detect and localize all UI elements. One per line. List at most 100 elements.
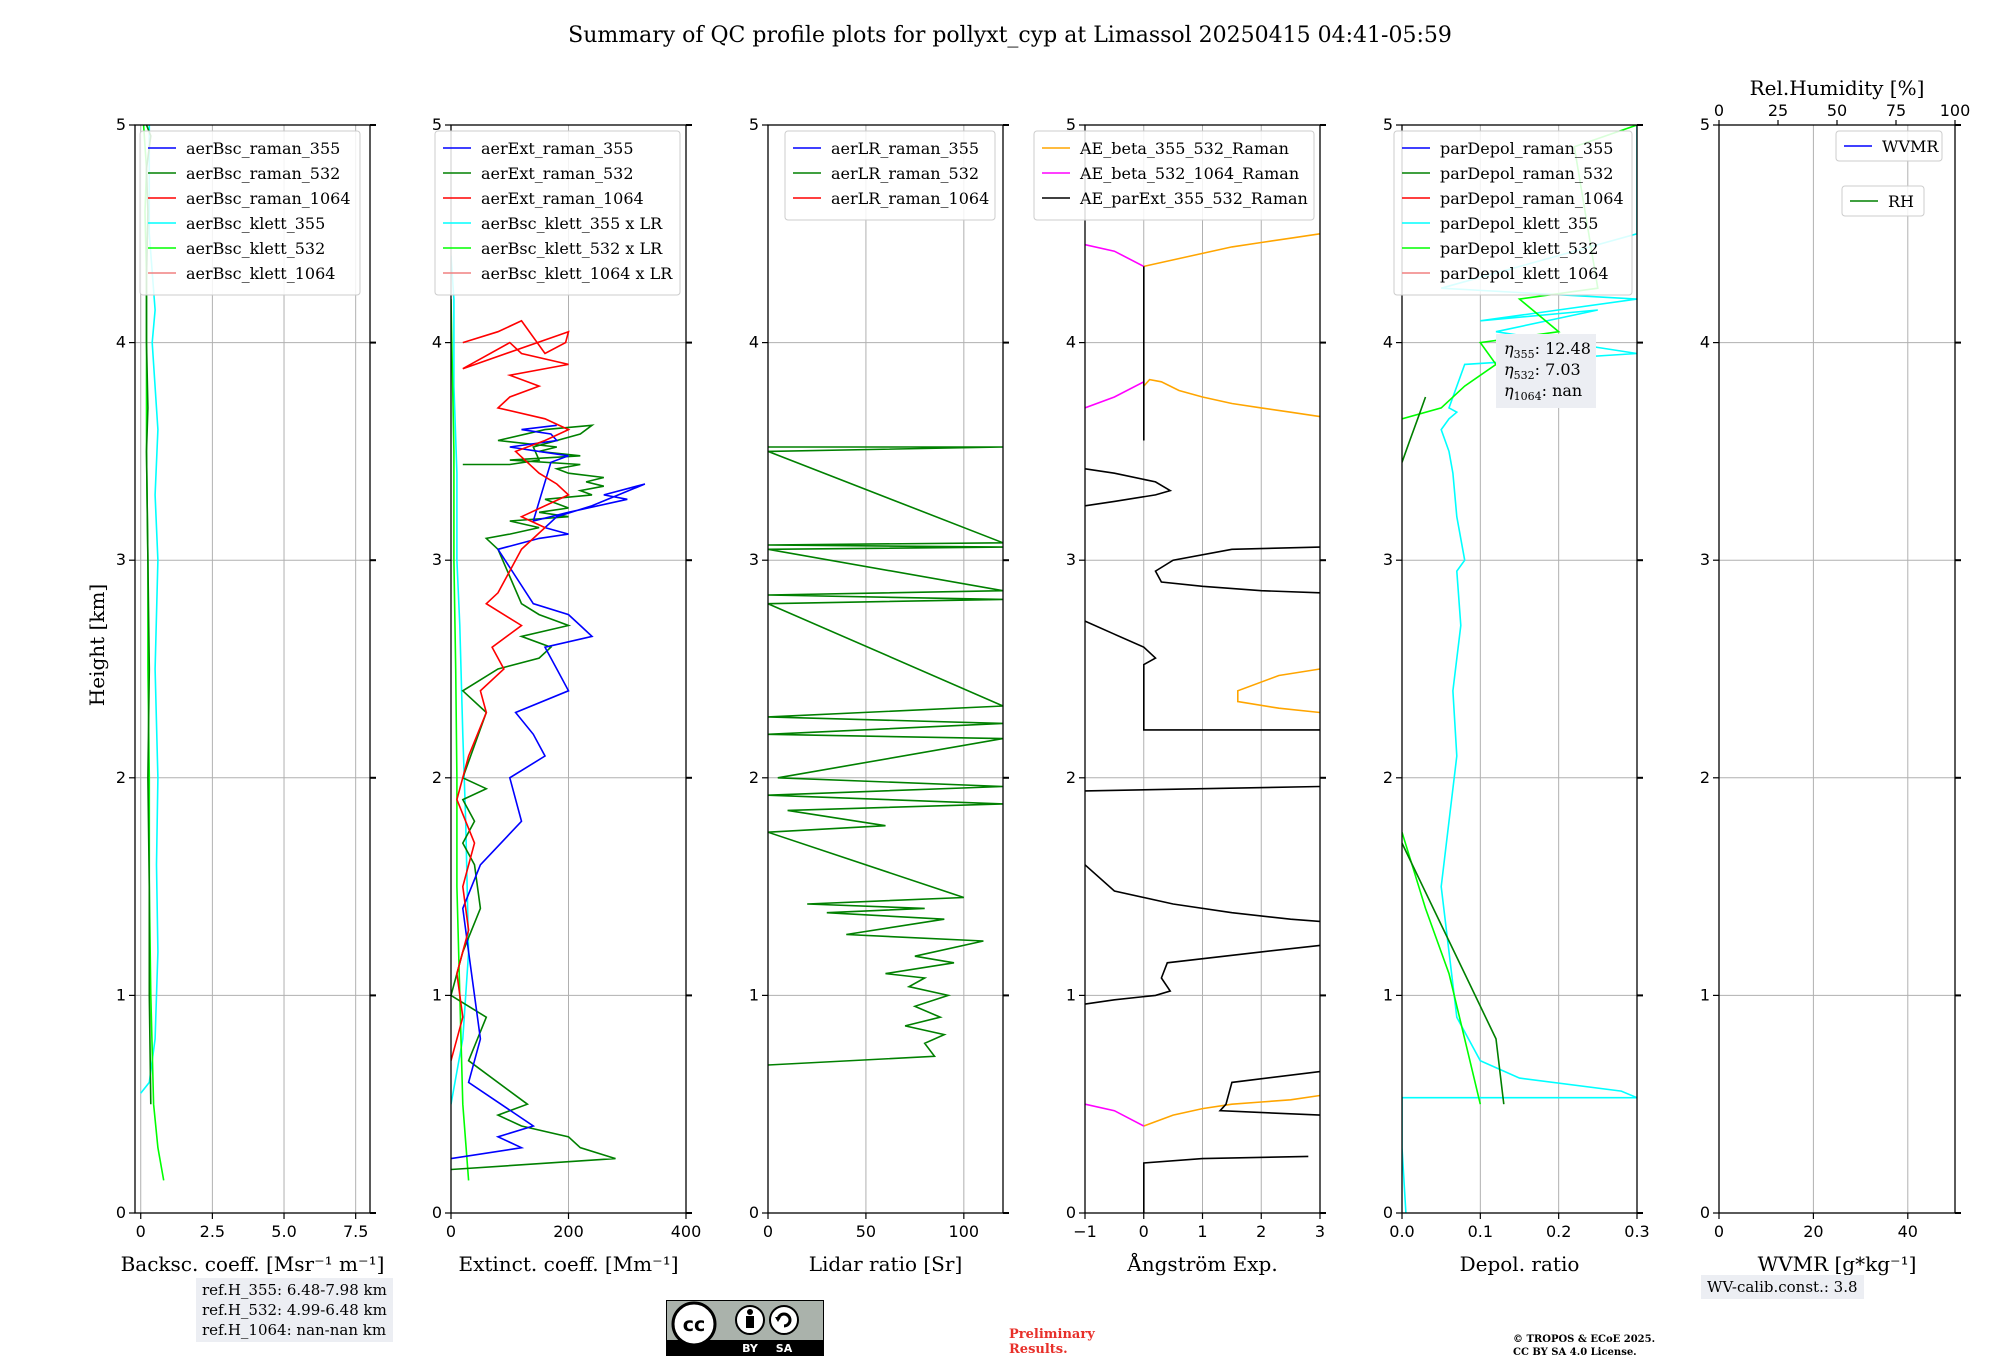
x-tick-label: 100 (949, 1222, 980, 1241)
y-tick-label: 4 (1066, 333, 1076, 352)
series-parDepol_klett_355 (1402, 125, 1637, 1213)
legend-label: parDepol_raman_355 (1440, 139, 1613, 158)
eta-box (1496, 334, 1596, 408)
legend-label: aerBsc_klett_1064 (186, 264, 335, 283)
top-x-tick-label: 25 (1768, 101, 1788, 120)
copyright-line-1: © TROPOS & ECoE 2025. (1513, 1334, 1656, 1345)
y-tick-label: 2 (116, 768, 126, 787)
y-tick-label: 4 (1700, 333, 1710, 352)
legend-box (784, 130, 996, 221)
reference-height-box: ref.H_355: 6.48-7.98 km ref.H_532: 4.99-… (196, 1278, 393, 1342)
series-parDepol_raman_532 (1402, 396, 1427, 463)
y-tick-label: 5 (116, 115, 126, 134)
legend-label: aerBsc_klett_532 (186, 239, 325, 258)
cc-sa-label: SA (776, 1342, 793, 1355)
legend-label: aerBsc_klett_532 x LR (481, 239, 663, 258)
y-tick-label: 5 (1066, 115, 1076, 134)
wv-calibration-constant: WV-calib.const.: 3.8 (1707, 1278, 1858, 1296)
x-tick-label: 2.5 (200, 1222, 225, 1241)
legend-label: aerLR_raman_1064 (831, 189, 989, 208)
x-tick-label: 0.1 (1468, 1222, 1493, 1241)
preliminary-line-1: Preliminary (1009, 1327, 1095, 1342)
y-tick-label: 2 (1383, 768, 1393, 787)
y-tick-label: 5 (749, 115, 759, 134)
legend-label: aerExt_raman_532 (481, 164, 634, 183)
x-tick-label: 7.5 (343, 1222, 368, 1241)
x-tick-label: 1 (1197, 1222, 1207, 1241)
x-tick-label: 200 (553, 1222, 584, 1241)
x-tick-label: 0.0 (1389, 1222, 1414, 1241)
x-axis-label: Lidar ratio [Sr] (809, 1252, 963, 1276)
y-tick-label: 5 (1383, 115, 1393, 134)
x-tick-label: 0 (1139, 1222, 1149, 1241)
x-axis-label: Extinct. coeff. [Mm⁻¹] (458, 1252, 678, 1276)
series-aerBsc_klett_532 x LR (451, 299, 470, 1181)
legend-label: AE_beta_532_1064_Raman (1079, 164, 1299, 183)
x-tick-label: 50 (856, 1222, 876, 1241)
axes-frame (134, 124, 371, 1214)
axes-frame (1401, 124, 1638, 1214)
x-tick-label: 3 (1315, 1222, 1325, 1241)
series-parDepol_klett_532 (1402, 831, 1482, 1105)
legend-label: parDepol_raman_1064 (1440, 189, 1624, 208)
cc-icon: cc (671, 1301, 717, 1347)
x-tick-label: 0 (1714, 1222, 1724, 1241)
series-aerLR_raman_532 (768, 446, 1003, 1066)
y-tick-label: 2 (1700, 768, 1710, 787)
series-AE_parExt_355_532_Raman (1218, 1070, 1320, 1116)
x-tick-label: 0.3 (1624, 1222, 1649, 1241)
y-tick-label: 4 (116, 333, 126, 352)
y-tick-label: 0 (1700, 1203, 1710, 1222)
series-group (1085, 233, 1320, 1213)
y-tick-label: 2 (749, 768, 759, 787)
top-x-tick-label: 75 (1886, 101, 1906, 120)
legend-label: parDepol_klett_1064 (1440, 264, 1609, 283)
y-tick-label: 3 (116, 550, 126, 569)
series-aerExt_raman_355 (451, 424, 646, 1160)
x-axis-label: WVMR [g*kg⁻¹] (1758, 1252, 1917, 1276)
y-tick-label: 0 (1383, 1203, 1393, 1222)
axes-frame (1718, 124, 1956, 1214)
series-AE_parExt_355_532_Raman (1085, 944, 1320, 1005)
x-axis-label: Depol. ratio (1460, 1252, 1580, 1276)
x-tick-label: 40 (1898, 1222, 1918, 1241)
legend-label: aerBsc_klett_355 x LR (481, 214, 663, 233)
legend-box (1835, 130, 1943, 162)
panel-backscatter: 0 2.5 5.0 7.5 0 1 2 3 4 5 Backsc. coeff. [Msr⁻¹ m⁻… (116, 115, 385, 1276)
ref-height-355: ref.H_355: 6.48-7.98 km (202, 1281, 387, 1299)
y-tick-label: 4 (749, 333, 759, 352)
y-tick-label: 2 (1066, 768, 1076, 787)
wv-calibration-box: WV-calib.const.: 3.8 (1701, 1275, 1864, 1299)
top-x-axis-label: Rel.Humidity [%] (1750, 76, 1925, 100)
series-group (451, 255, 646, 1181)
legend-box (1033, 130, 1315, 221)
series-parDepol_raman_532 (1402, 842, 1505, 1105)
series-aerExt_raman_1064 (451, 319, 571, 1061)
y-tick-label: 2 (432, 768, 442, 787)
series-AE_beta_532_1064_Raman (1085, 1103, 1145, 1127)
top-x-tick-label: 0 (1714, 101, 1724, 120)
series-AE_beta_532_1064_Raman (1085, 243, 1145, 268)
y-axis-label: Height [km] (85, 584, 109, 706)
x-axis-label: Ångström Exp. (1126, 1251, 1277, 1276)
legend-label: aerBsc_raman_532 (186, 164, 340, 183)
copyright-note: © TROPOS & ECoE 2025. CC BY SA 4.0 Licen… (1513, 1333, 1655, 1359)
y-tick-label: 1 (1383, 985, 1393, 1004)
copyright-line-2: CC BY SA 4.0 License. (1513, 1347, 1637, 1358)
y-tick-label: 1 (749, 985, 759, 1004)
legend-label: parDepol_klett_355 (1440, 214, 1598, 233)
legend-box (1393, 130, 1633, 296)
y-tick-label: 3 (432, 550, 442, 569)
axes-frame (767, 124, 1004, 1214)
series-AE_parExt_355_532_Raman (1154, 546, 1320, 594)
sa-icon (769, 1305, 799, 1335)
series-aerBsc_klett_355 (140, 125, 159, 1094)
y-tick-label: 3 (1383, 550, 1393, 569)
series-AE_parExt_355_532_Raman (1085, 468, 1173, 507)
top-x-tick-label: 50 (1827, 101, 1847, 120)
panel-wvmr: 0 20 40 0 1 2 3 4 5 WVMR [g*kg⁻¹] 0 25 50 75 100 Rel.Hu… (1700, 76, 1970, 1276)
ref-height-1064: ref.H_1064: nan-nan km (202, 1321, 387, 1339)
series-AE_parExt_355_532_Raman (1085, 785, 1320, 792)
